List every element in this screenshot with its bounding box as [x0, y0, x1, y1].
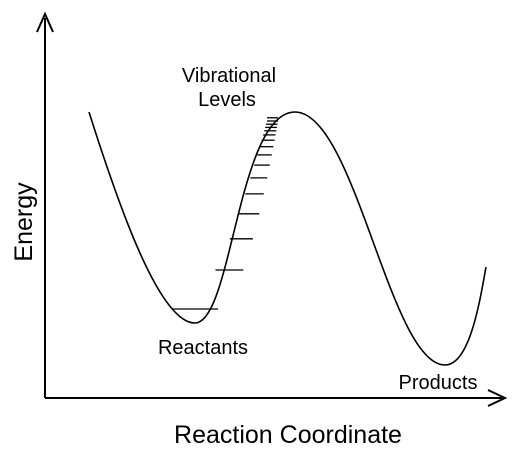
vibrational-label-line2: Levels	[198, 89, 256, 111]
vibrational-levels	[172, 117, 278, 310]
reactants-label: Reactants	[158, 337, 248, 359]
y-axis-label: Energy	[10, 182, 38, 262]
energy-curve	[88, 111, 487, 366]
x-axis-label: Reaction Coordinate	[174, 421, 402, 449]
vibrational-label-line1: Vibrational	[182, 65, 276, 87]
y-axis-arrowhead	[36, 11, 54, 33]
x-axis-arrowhead	[487, 389, 508, 407]
products-label: Products	[399, 372, 478, 394]
